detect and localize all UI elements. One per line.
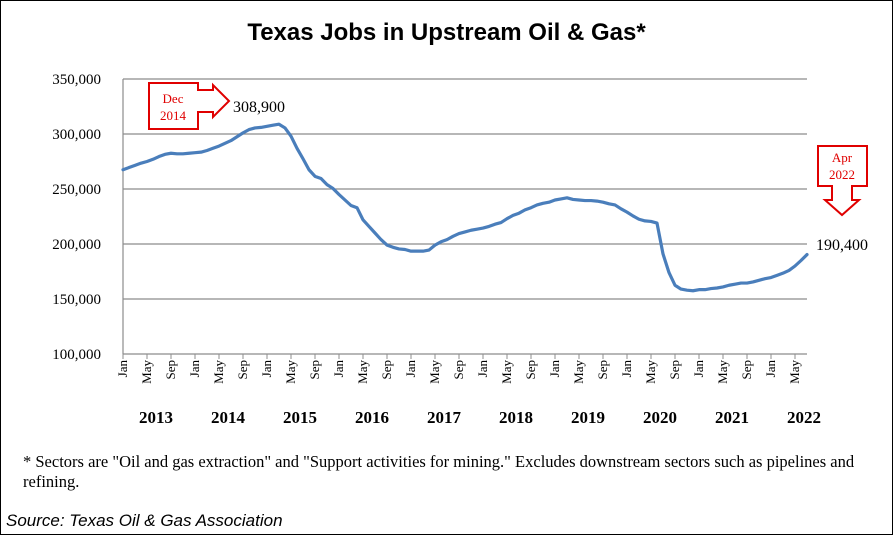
year-label: 2015 [283, 408, 317, 427]
source-credit: Source: Texas Oil & Gas Association [6, 511, 283, 530]
year-label: 2020 [643, 408, 677, 427]
chart-title: Texas Jobs in Upstream Oil & Gas* [247, 19, 646, 46]
year-label: 2016 [355, 408, 389, 427]
x-tick-label: May [643, 360, 658, 384]
x-tick-label: Jan [691, 360, 706, 378]
x-tick-label: May [715, 360, 730, 384]
y-tick-label: 300,000 [52, 127, 101, 143]
end-callout-arrow [817, 145, 868, 217]
footnote: * Sectors are "Oil and gas extraction" a… [23, 452, 855, 491]
end-callout-month: Apr [832, 150, 853, 165]
y-tick-label: 250,000 [52, 182, 101, 198]
x-tick-label: Sep [667, 360, 682, 380]
year-label: 2022 [787, 408, 821, 427]
x-tick-label: Jan [115, 360, 130, 378]
x-tick-label: May [139, 360, 154, 384]
x-tick-label: Sep [595, 360, 610, 380]
end-callout-year: 2022 [829, 167, 855, 182]
x-tick-label: Jan [619, 360, 634, 378]
y-tick-label: 200,000 [52, 237, 101, 253]
x-tick-label: Jan [763, 360, 778, 378]
x-tick-label: May [571, 360, 586, 384]
x-tick-label: Jan [403, 360, 418, 378]
y-tick-label: 150,000 [52, 292, 101, 308]
peak-callout-arrow [148, 82, 231, 130]
x-tick-label: Jan [187, 360, 202, 378]
year-label: 2013 [139, 408, 173, 427]
x-tick-label: Sep [163, 360, 178, 380]
year-label: 2021 [715, 408, 749, 427]
x-tick-label: Jan [547, 360, 562, 378]
y-tick-label: 100,000 [52, 347, 101, 363]
end-value-label: 190,400 [816, 237, 868, 254]
year-label: 2014 [211, 408, 246, 427]
peak-callout-year: 2014 [160, 108, 187, 123]
x-tick-label: Sep [235, 360, 250, 380]
x-tick-label: Sep [523, 360, 538, 380]
year-label: 2018 [499, 408, 533, 427]
x-tick-label: Sep [379, 360, 394, 380]
x-tick-label: May [499, 360, 514, 384]
x-tick-label: May [283, 360, 298, 384]
x-tick-label: Sep [451, 360, 466, 380]
x-tick-label: Jan [475, 360, 490, 378]
peak-callout-month: Dec [163, 91, 184, 106]
x-tick-label: May [355, 360, 370, 384]
x-tick-label: Jan [331, 360, 346, 378]
peak-value-label: 308,900 [233, 99, 285, 116]
year-label: 2017 [427, 408, 462, 427]
x-tick-label: May [211, 360, 226, 384]
x-tick-label: Sep [307, 360, 322, 380]
x-tick-label: Sep [739, 360, 754, 380]
series-line [121, 122, 809, 293]
x-tick-label: Jan [259, 360, 274, 378]
y-tick-label: 350,000 [52, 72, 101, 88]
year-label: 2019 [571, 408, 605, 427]
x-tick-label: May [427, 360, 442, 384]
x-tick-label: May [787, 360, 802, 384]
